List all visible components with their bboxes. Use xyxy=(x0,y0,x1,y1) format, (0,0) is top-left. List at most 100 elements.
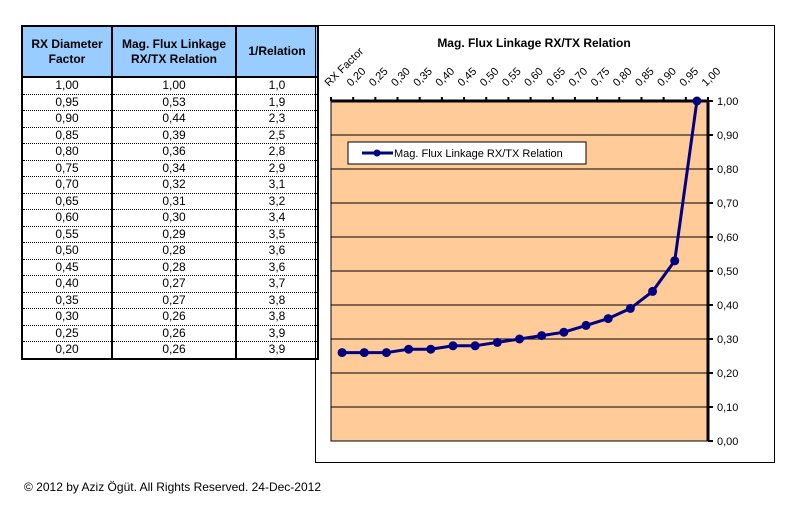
cell-relation: 0,44 xyxy=(111,110,237,128)
cell-inverse: 3,7 xyxy=(235,275,319,293)
legend-label: Mag. Flux Linkage RX/TX Relation xyxy=(394,148,563,160)
table-row: 0,85 0,39 2,5 xyxy=(21,127,319,144)
cell-inverse: 3,9 xyxy=(235,341,319,360)
cell-rx-factor: 0,90 xyxy=(21,110,113,128)
x-tick-label: 0,65 xyxy=(544,65,568,89)
header-relation: Mag. Flux Linkage RX/TX Relation xyxy=(111,25,237,78)
y-tick-label: 0,10 xyxy=(717,402,738,414)
x-tick-label: 0,45 xyxy=(456,65,480,89)
x-tick-label: 0,55 xyxy=(500,65,524,89)
cell-rx-factor: 0,55 xyxy=(21,226,113,243)
table-row: 0,80 0,36 2,8 xyxy=(21,143,319,161)
cell-inverse: 3,8 xyxy=(235,292,319,309)
y-tick-label: 0,20 xyxy=(717,368,738,380)
y-tick-label: 0,00 xyxy=(717,436,738,448)
table-row: 0,25 0,26 3,9 xyxy=(21,325,319,342)
cell-relation: 1,00 xyxy=(111,77,237,95)
cell-rx-factor: 1,00 xyxy=(21,77,113,95)
cell-relation: 0,28 xyxy=(111,259,237,276)
cell-relation: 0,27 xyxy=(111,275,237,293)
table-row: 0,55 0,29 3,5 xyxy=(21,226,319,243)
cell-inverse: 3,1 xyxy=(235,176,319,194)
x-tick-label: 0,60 xyxy=(522,65,546,89)
data-point xyxy=(337,348,347,358)
table-row: 1,00 1,00 1,0 xyxy=(21,77,319,95)
x-tick-label: 0,95 xyxy=(677,65,701,89)
x-tick-label: 0,85 xyxy=(633,65,657,89)
cell-inverse: 3,6 xyxy=(235,259,319,276)
cell-inverse: 2,8 xyxy=(235,143,319,161)
y-tick-label: 0,70 xyxy=(717,198,738,210)
cell-relation: 0,30 xyxy=(111,209,237,227)
cell-rx-factor: 0,50 xyxy=(21,242,113,260)
cell-inverse: 1,0 xyxy=(235,77,319,95)
cell-inverse: 3,6 xyxy=(235,242,319,260)
cell-inverse: 3,5 xyxy=(235,226,319,243)
data-point xyxy=(581,320,591,330)
cell-inverse: 3,8 xyxy=(235,308,319,326)
cell-rx-factor: 0,35 xyxy=(21,292,113,309)
table-row: 0,40 0,27 3,7 xyxy=(21,275,319,293)
data-point xyxy=(492,337,502,347)
x-tick-label: 0,70 xyxy=(567,65,591,89)
data-point xyxy=(537,331,547,341)
x-tick-label: 0,40 xyxy=(434,65,458,89)
cell-inverse: 3,2 xyxy=(235,193,319,210)
y-tick-label: 0,40 xyxy=(717,300,738,312)
cell-inverse: 2,3 xyxy=(235,110,319,128)
cell-rx-factor: 0,65 xyxy=(21,193,113,210)
cell-rx-factor: 0,40 xyxy=(21,275,113,293)
data-point xyxy=(381,348,391,358)
cell-inverse: 2,9 xyxy=(235,160,319,177)
cell-relation: 0,28 xyxy=(111,242,237,260)
cell-rx-factor: 0,95 xyxy=(21,94,113,111)
x-tick-label: 0,90 xyxy=(655,65,679,89)
cell-rx-factor: 0,20 xyxy=(21,341,113,360)
table-row: 0,70 0,32 3,1 xyxy=(21,176,319,194)
data-point xyxy=(470,341,480,351)
data-table: RX Diameter Factor Mag. Flux Linkage RX/… xyxy=(21,25,319,360)
cell-rx-factor: 0,45 xyxy=(21,259,113,276)
x-tick-label: 0,35 xyxy=(411,65,435,89)
cell-rx-factor: 0,25 xyxy=(21,325,113,342)
cell-relation: 0,32 xyxy=(111,176,237,194)
y-tick-label: 0,80 xyxy=(717,164,738,176)
cell-relation: 0,26 xyxy=(111,325,237,342)
cell-inverse: 2,5 xyxy=(235,127,319,144)
data-point xyxy=(625,303,635,313)
y-tick-label: 0,60 xyxy=(717,232,738,244)
table-row: 0,45 0,28 3,6 xyxy=(21,259,319,276)
x-tick-label: 1,00 xyxy=(700,65,724,89)
table-row: 0,50 0,28 3,6 xyxy=(21,242,319,260)
data-point xyxy=(648,286,658,296)
cell-inverse: 1,9 xyxy=(235,94,319,111)
cell-relation: 0,26 xyxy=(111,341,237,360)
cell-relation: 0,36 xyxy=(111,143,237,161)
data-point xyxy=(359,348,369,358)
cell-relation: 0,34 xyxy=(111,160,237,177)
data-point xyxy=(426,344,436,354)
cell-rx-factor: 0,60 xyxy=(21,209,113,227)
cell-inverse: 3,9 xyxy=(235,325,319,342)
x-tick-label: 0,25 xyxy=(367,65,391,89)
table-row: 0,90 0,44 2,3 xyxy=(21,110,319,128)
header-rx-factor: RX Diameter Factor xyxy=(21,25,113,78)
table-row: 0,95 0,53 1,9 xyxy=(21,94,319,111)
table-row: 0,65 0,31 3,2 xyxy=(21,193,319,210)
legend xyxy=(347,141,587,165)
data-point xyxy=(692,96,702,106)
data-point xyxy=(448,341,458,351)
y-tick-label: 0,90 xyxy=(717,130,738,142)
cell-relation: 0,39 xyxy=(111,127,237,144)
table-row: 0,75 0,34 2,9 xyxy=(21,160,319,177)
cell-rx-factor: 0,30 xyxy=(21,308,113,326)
chart-title: Mag. Flux Linkage RX/TX Relation xyxy=(437,36,630,50)
data-point xyxy=(670,256,680,266)
cell-relation: 0,27 xyxy=(111,292,237,309)
cell-relation: 0,26 xyxy=(111,308,237,326)
cell-rx-factor: 0,85 xyxy=(21,127,113,144)
data-point xyxy=(404,344,414,354)
cell-inverse: 3,4 xyxy=(235,209,319,227)
x-tick-label: 0,80 xyxy=(611,65,635,89)
y-tick-label: 0,50 xyxy=(717,266,738,278)
